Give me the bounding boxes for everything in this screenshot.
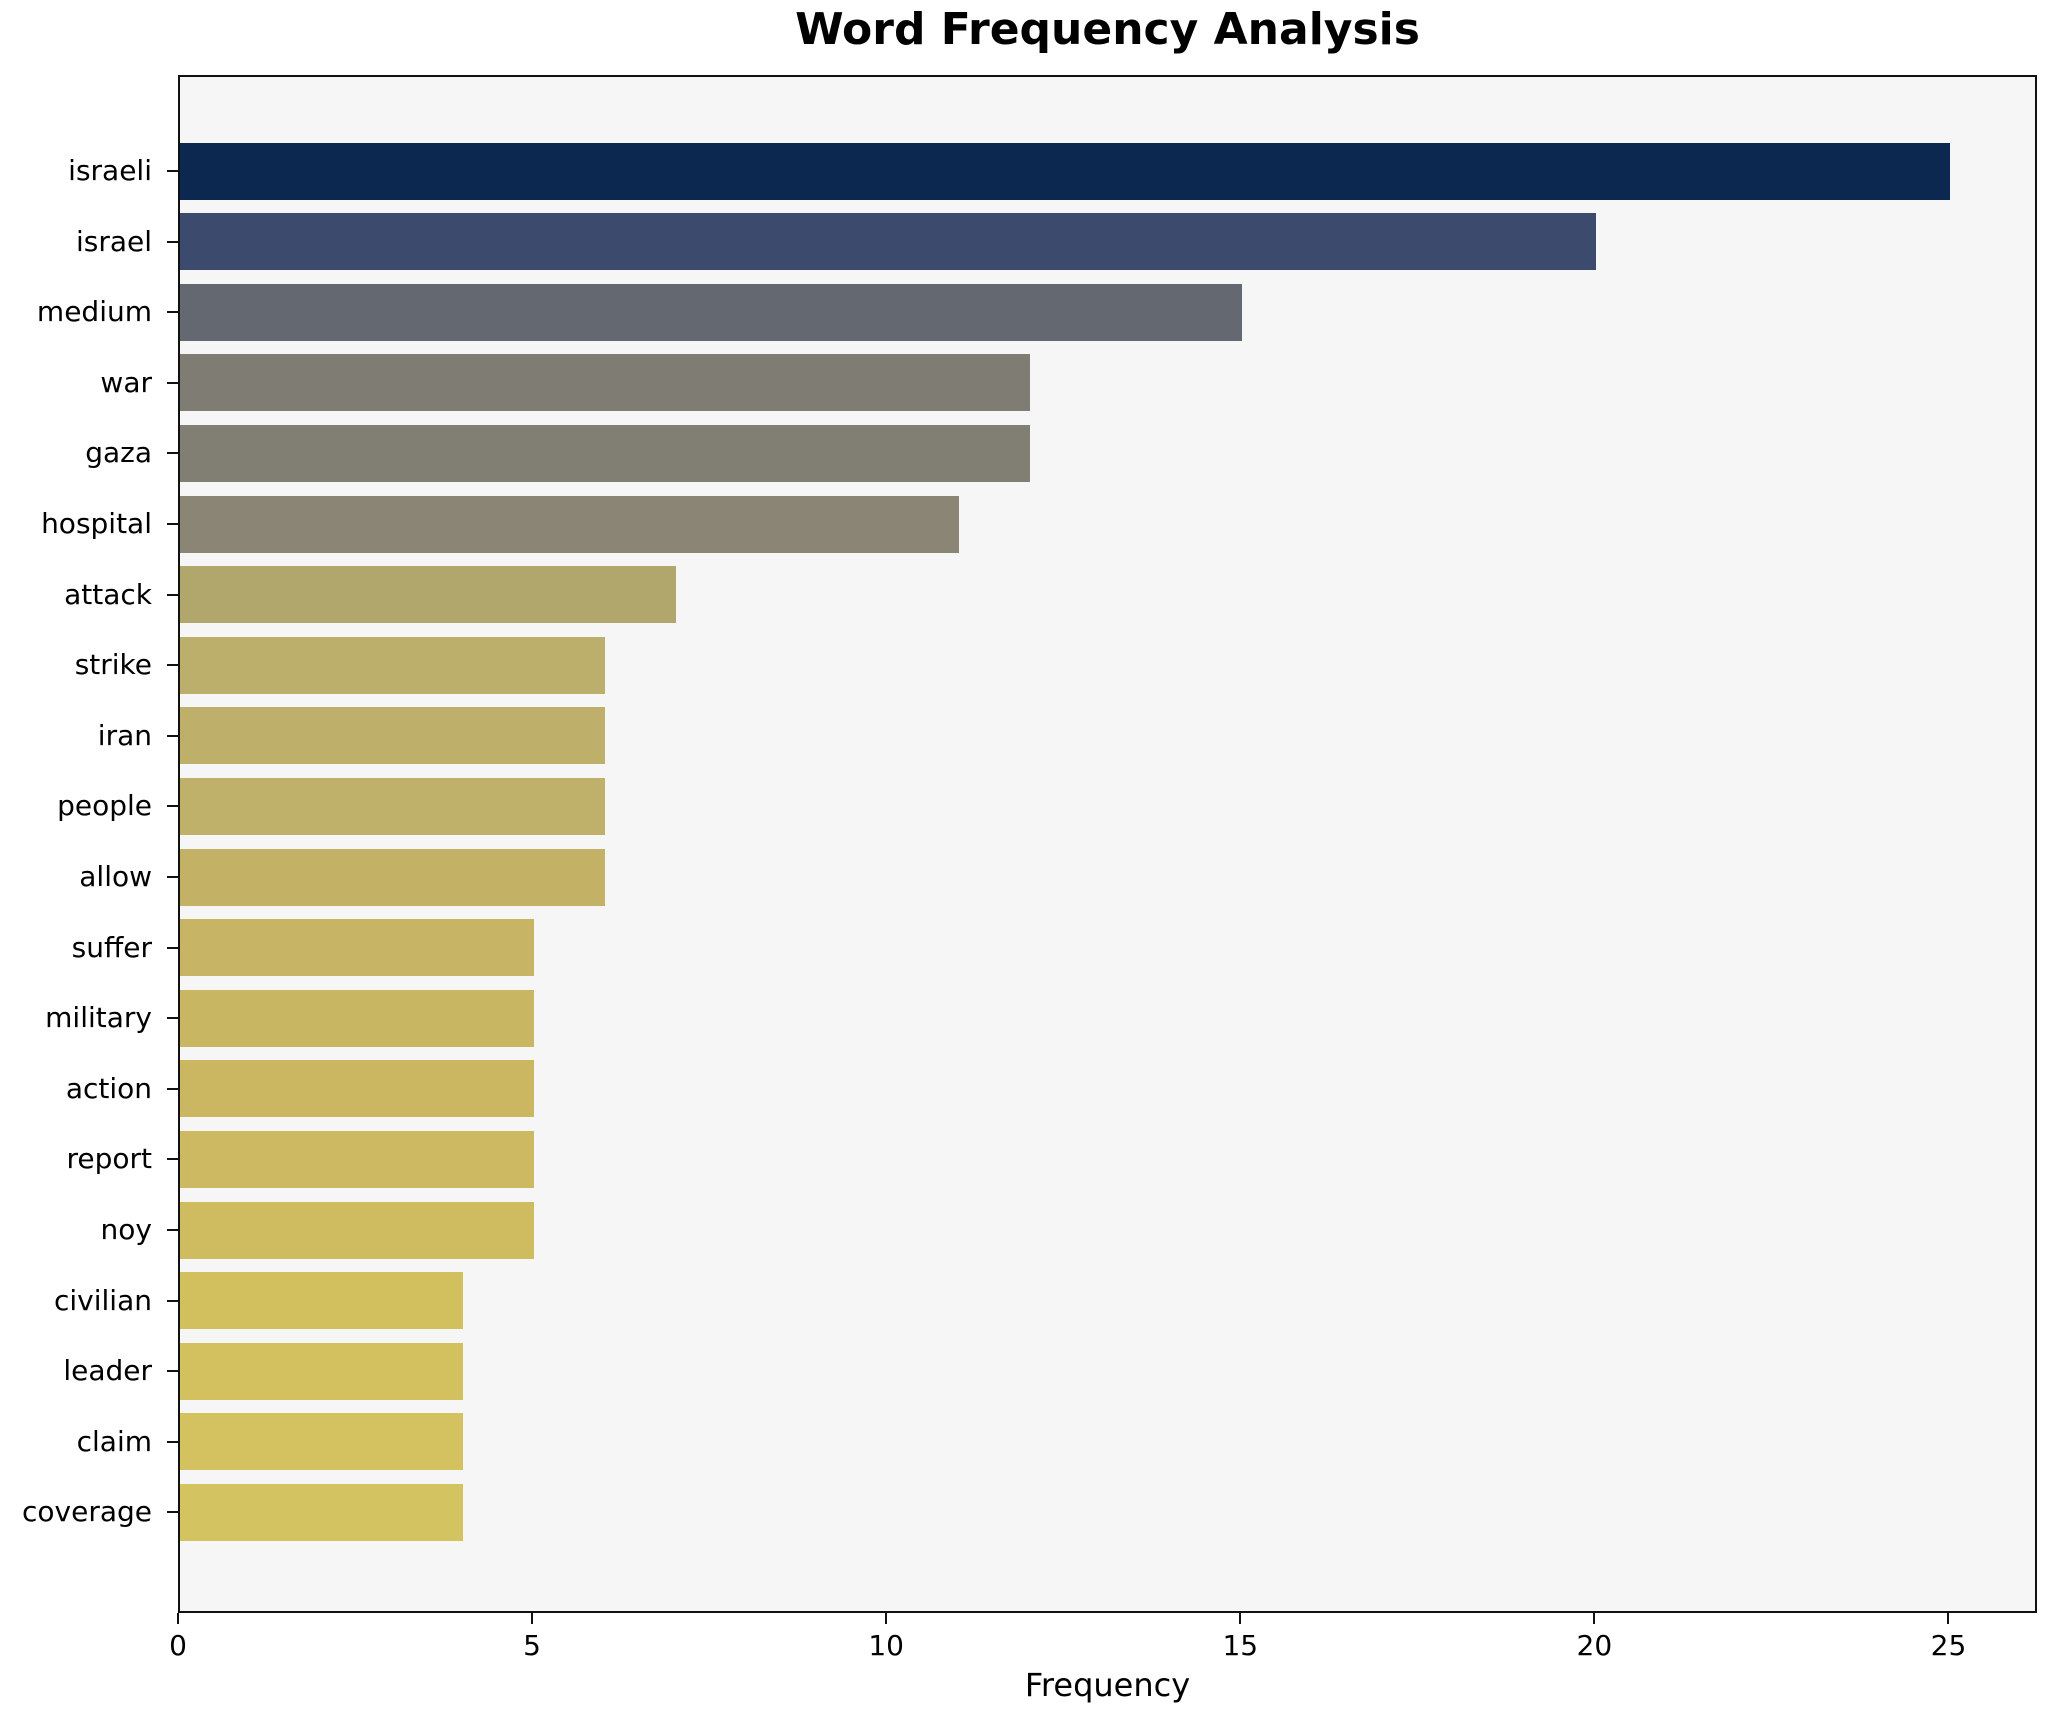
y-tick-label: iran (97, 718, 152, 752)
y-tick-label: report (66, 1142, 152, 1176)
y-tick-label: claim (76, 1424, 152, 1458)
y-tick-label: action (65, 1071, 152, 1105)
x-tick-label: 10 (868, 1629, 904, 1662)
x-tick (1593, 1613, 1596, 1624)
y-tick (167, 664, 178, 667)
x-tick (531, 1613, 534, 1624)
x-tick-label: 20 (1576, 1629, 1613, 1662)
y-tick (167, 593, 178, 596)
y-tick (167, 311, 178, 314)
y-tick (167, 1087, 178, 1090)
x-tick-label: 15 (1222, 1629, 1259, 1662)
x-tick-label: 5 (523, 1629, 541, 1662)
y-tick-label: israel (75, 224, 152, 258)
y-tick (167, 1370, 178, 1373)
y-tick (167, 1511, 178, 1514)
bar-israel (180, 213, 1596, 271)
bar-coverage (180, 1483, 463, 1541)
y-tick (167, 170, 178, 172)
bar-hospital (180, 495, 959, 553)
y-tick-label: leader (63, 1354, 152, 1388)
y-tick (167, 452, 178, 455)
bar-claim (180, 1413, 463, 1471)
y-tick-label: suffer (71, 930, 152, 964)
x-axis-label: Frequency (1024, 1666, 1191, 1704)
y-tick-label: strike (74, 648, 152, 682)
bar-war (180, 354, 1030, 412)
y-tick (167, 876, 178, 878)
bar-report (180, 1130, 534, 1188)
bar-strike (180, 636, 605, 694)
y-tick-label: military (45, 1001, 152, 1035)
bar-noy (180, 1201, 534, 1259)
y-tick-label: war (100, 365, 152, 399)
x-tick (885, 1613, 888, 1624)
x-tick (1239, 1613, 1242, 1624)
x-tick (177, 1613, 179, 1624)
y-tick-label: hospital (41, 507, 152, 540)
x-tick-label: 25 (1930, 1629, 1967, 1662)
x-tick (1947, 1613, 1950, 1624)
bar-iran (180, 707, 605, 765)
bar-action (180, 1060, 534, 1118)
y-tick (167, 1299, 178, 1302)
y-tick (167, 381, 178, 384)
y-tick-label: gaza (85, 436, 152, 470)
y-tick (167, 1158, 178, 1161)
y-tick (167, 523, 178, 525)
y-tick-label: attack (64, 577, 152, 611)
y-tick-label: noy (100, 1213, 152, 1246)
bar-suffer (180, 919, 534, 977)
bar-gaza (180, 424, 1030, 482)
y-tick-label: israeli (68, 154, 152, 187)
y-tick (167, 1017, 178, 1020)
y-tick (167, 946, 178, 949)
bar-leader (180, 1342, 463, 1400)
y-tick (167, 1440, 178, 1443)
bar-civilian (180, 1272, 463, 1330)
y-tick (167, 734, 178, 737)
bar-military (180, 989, 534, 1047)
bar-allow (180, 848, 605, 906)
y-tick-label: medium (36, 295, 152, 329)
y-tick-label: people (57, 789, 152, 823)
x-tick-label: 0 (169, 1629, 187, 1662)
bar-israeli (180, 142, 1950, 200)
y-tick (167, 805, 178, 808)
y-tick-label: civilian (54, 1283, 152, 1317)
y-tick-label: allow (79, 860, 152, 893)
bar-attack (180, 566, 676, 624)
bar-people (180, 777, 605, 835)
y-tick-label: coverage (22, 1495, 152, 1529)
y-tick (167, 240, 178, 243)
chart-title: Word Frequency Analysis (795, 4, 1420, 55)
y-tick (167, 1229, 178, 1231)
bar-medium (180, 283, 1242, 341)
